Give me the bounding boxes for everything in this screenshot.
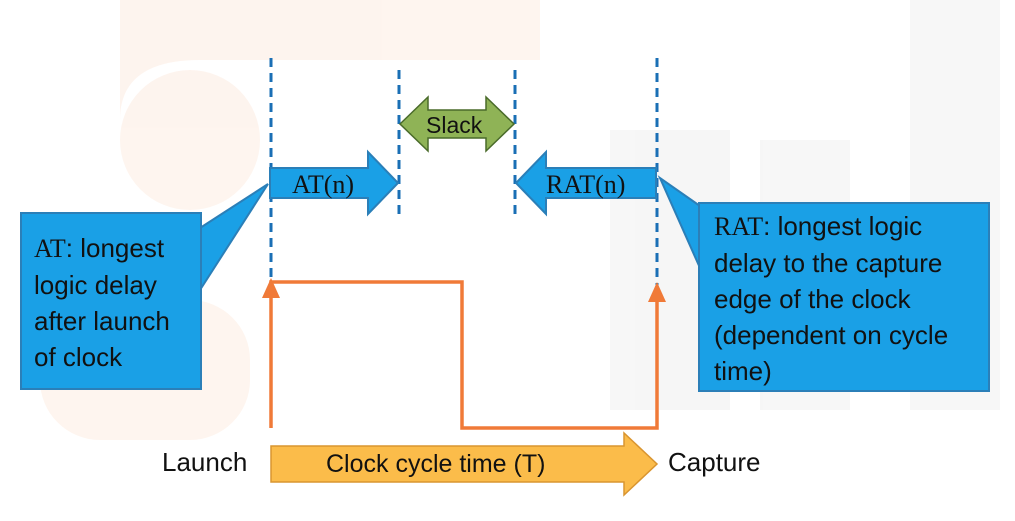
- slack-label: Slack: [426, 112, 482, 139]
- at-definition-callout: AT: longest logic delay after launch of …: [20, 212, 202, 390]
- capture-label: Capture: [668, 447, 761, 478]
- at-arrow-label: AT(n): [292, 170, 354, 200]
- rat-abbr: RAT: [714, 212, 763, 241]
- clock-cycle-label: Clock cycle time (T): [326, 450, 545, 479]
- launch-label: Launch: [162, 447, 247, 478]
- rat-definition-callout: RAT: longest logic delay to the capture …: [698, 202, 990, 392]
- rat-arrow-label: RAT(n): [546, 170, 625, 200]
- clock-waveform: [271, 282, 657, 428]
- at-abbr: AT: [34, 234, 66, 263]
